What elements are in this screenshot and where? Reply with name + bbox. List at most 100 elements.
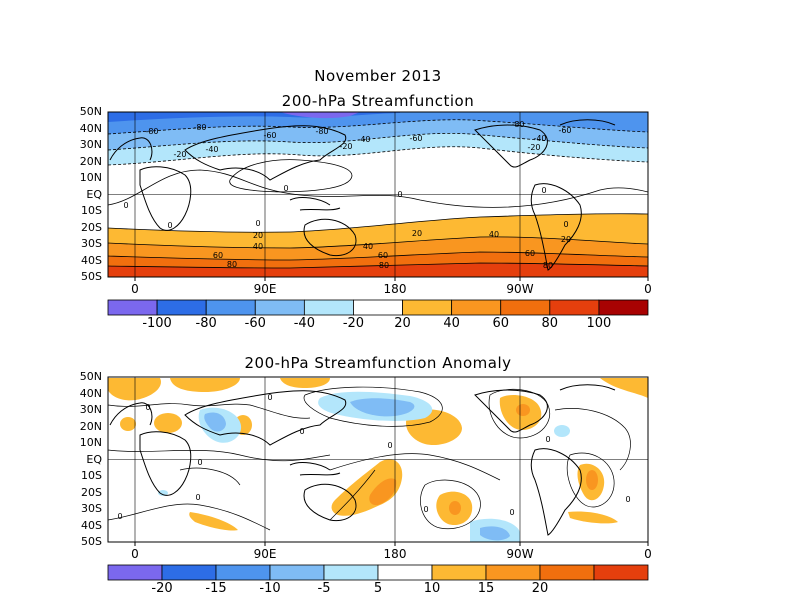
contour-label: 0	[541, 186, 546, 195]
figure-title: November 2013	[314, 67, 442, 85]
panel-1-lon-label: 0	[644, 282, 652, 296]
contour-label: 0	[509, 508, 514, 517]
panel-1-title: 200-hPa Streamfunction	[281, 92, 475, 110]
colorbar-2-label: 20	[531, 581, 549, 596]
colorbar-1-label: -60	[244, 316, 266, 331]
contour-label: 0	[197, 458, 202, 467]
colorbar-1-color-box	[254, 299, 305, 316]
colorbar-2-color-box	[539, 564, 595, 581]
colorbar-1-color-box	[500, 299, 551, 316]
colorbar-2-color-box	[431, 564, 487, 581]
panel-1-lon-label: 180	[383, 282, 407, 296]
colorbar-1-color-box	[402, 299, 453, 316]
colorbar-2-label: -10	[259, 581, 281, 596]
colorbar-2-color-box	[323, 564, 379, 581]
colorbar-1-label: -100	[142, 316, 172, 331]
contour-label: 0	[167, 221, 172, 230]
colorbar-1-label: 80	[541, 316, 559, 331]
contour-label: -80	[315, 127, 328, 136]
contour-label: 40	[363, 242, 373, 251]
contour-label: 0	[145, 403, 150, 412]
panel-2-lat-label: 10S	[81, 469, 102, 482]
contour-label: 80	[543, 261, 553, 270]
contour-label: 0	[423, 505, 428, 514]
panel-2-lon-label: 90W	[506, 547, 534, 561]
colorbar-1-label: 20	[394, 316, 411, 331]
colorbar-2-color-box	[161, 564, 217, 581]
colorbar-2-label: -15	[205, 581, 227, 596]
colorbar-2-color-box	[269, 564, 325, 581]
contour-label: -40	[357, 135, 370, 144]
panel-2-lon-label: 90E	[253, 547, 277, 561]
contour-label: 40	[489, 230, 499, 239]
colorbar-1-label: -80	[195, 316, 217, 331]
panel-2-lat-label: EQ	[86, 452, 102, 466]
contour-label: -40	[533, 134, 546, 143]
contour-label: 0	[387, 441, 392, 450]
contour-label: -40	[205, 145, 218, 154]
panel-2-lat-label: 20N	[79, 419, 102, 433]
contour-label: -20	[173, 150, 186, 159]
panel-2-lat-label: 20S	[81, 485, 102, 499]
colorbar-2-color-box	[107, 564, 163, 581]
colorbar-2-color-box	[215, 564, 271, 581]
colorbar-1-color-box	[303, 299, 354, 316]
colorbar-1-label: 100	[586, 316, 612, 331]
panel-1-lat-label: 40S	[81, 253, 102, 267]
panel-1-lat-label: EQ	[86, 187, 102, 201]
colorbar-2-label: 5	[373, 581, 383, 596]
contour-label: 60	[213, 251, 223, 260]
contour-label: -60	[409, 134, 422, 143]
contour-label: 60	[525, 249, 535, 258]
contour-label: 0	[545, 435, 550, 444]
contour-label: -80	[193, 123, 206, 132]
contour-label: 0	[563, 220, 568, 229]
panel-1-lat-label: 30S	[81, 237, 102, 250]
contour-label: -60	[558, 126, 571, 135]
colorbar-1-label: -20	[342, 316, 365, 331]
panel-1-lat-label: 10S	[81, 204, 102, 217]
colorbar-1-color-box	[451, 299, 502, 316]
panel-2-lat-label: 40N	[79, 386, 102, 400]
contour-label: 20	[412, 229, 422, 238]
contour-label: 80	[227, 260, 237, 269]
colorbar-1-color-box	[598, 299, 649, 316]
contour-label: 0	[195, 493, 200, 502]
panel-2-lon-label: 180	[383, 547, 407, 561]
panel-1-lat-label: 10N	[79, 171, 102, 184]
colorbar-2-label: 15	[477, 581, 495, 596]
panel-2-lon-label: 0	[131, 547, 139, 561]
colorbar-2-color-box	[485, 564, 541, 581]
contour-label: 0	[397, 190, 402, 199]
colorbar-1-color-box	[353, 299, 403, 316]
panel-1-lat-label: 50S	[81, 270, 102, 283]
contour-label: 0	[123, 201, 128, 210]
contour-label: 0	[283, 184, 288, 193]
panel-2-lat-label: 30S	[81, 502, 102, 515]
panel-2-lat-label: 40S	[81, 518, 102, 532]
panel-1-lon-label: 0	[131, 282, 139, 296]
streamfunction-map: -80 -60 -80 -60 -80 -60 -80 -40 -40 -40 …	[108, 112, 648, 277]
panel-2-lat-label: 50S	[81, 535, 102, 548]
panel-2-lat-label: 10N	[79, 436, 102, 449]
colorbar-1-color-box	[156, 299, 207, 316]
colorbar-2-label: 10	[423, 581, 441, 596]
contour-label: 0	[255, 219, 260, 228]
panel-1-lon-label: 90W	[506, 282, 534, 296]
colorbar-1-label: 40	[443, 316, 460, 331]
colorbar-1	[107, 299, 649, 316]
anomaly-map: 0 0 0 0 0 0 0 0 0 0 0	[108, 377, 648, 542]
panel-1-lat-label: 20S	[81, 220, 102, 234]
contour-label: -80	[511, 120, 524, 129]
contour-label: 0	[625, 495, 630, 504]
contour-label: 60	[378, 251, 388, 260]
contour-label: -60	[263, 131, 276, 140]
colorbar-2-label: -5	[317, 581, 331, 596]
panel-2-title: 200-hPa Streamfunction Anomaly	[244, 354, 512, 372]
panel-2-lon-label: 0	[644, 547, 652, 561]
panel-2-lat-label: 50N	[79, 370, 102, 383]
contour-label: 20	[253, 231, 263, 240]
contour-label: 80	[379, 261, 389, 270]
colorbar-1-label: -40	[293, 316, 315, 331]
